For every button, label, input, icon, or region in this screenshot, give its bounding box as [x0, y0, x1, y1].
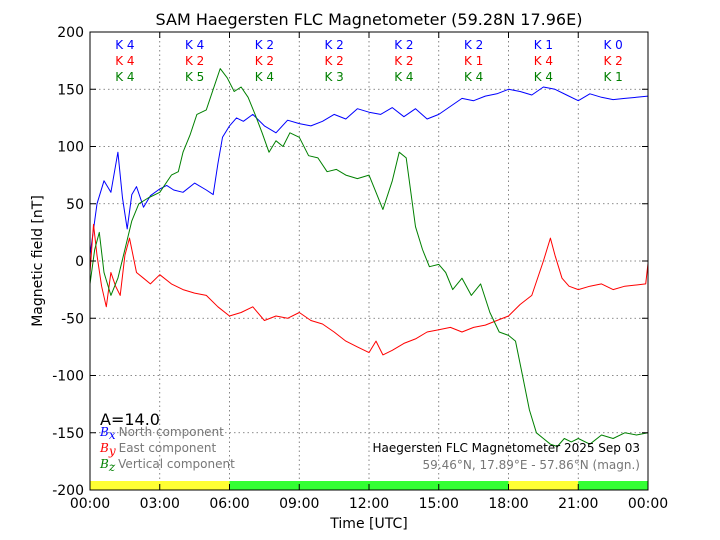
legend-entry: Bz Vertical component: [99, 457, 235, 474]
k-index-value: K 2: [255, 54, 274, 68]
k-index-value: K 2: [324, 38, 343, 52]
x-tick-label: 00:00: [70, 496, 110, 512]
station-annotation: Haegersten FLC Magnetometer 2025 Sep 03: [372, 441, 640, 455]
legend-subscript: y: [108, 444, 116, 458]
day-night-segment: [578, 481, 648, 490]
coordinates-annotation: 59.46°N, 17.89°E - 57.86°N (magn.): [423, 458, 640, 472]
legend-label: North component: [119, 425, 225, 439]
k-index-value: K 4: [534, 54, 553, 68]
k-index-value: K 2: [394, 54, 413, 68]
legend-subscript: x: [109, 428, 116, 442]
k-index-value: K 2: [324, 54, 343, 68]
y-tick-label: 100: [57, 140, 84, 156]
y-tick-label: -150: [52, 426, 84, 442]
x-tick-label: 18:00: [488, 496, 528, 512]
k-index-value: K 0: [603, 38, 622, 52]
legend-label: Vertical component: [118, 457, 235, 471]
k-index-value: K 1: [534, 38, 553, 52]
k-index-value: K 2: [603, 54, 622, 68]
y-tick-label: 150: [57, 82, 84, 98]
k-index-value: K 4: [185, 38, 204, 52]
x-tick-label: 06:00: [209, 496, 249, 512]
legend-symbol: B: [99, 425, 109, 439]
x-axis-title: Time [UTC]: [329, 516, 407, 532]
y-tick-label: 200: [57, 25, 84, 41]
chart-title: SAM Haegersten FLC Magnetometer (59.28N …: [156, 10, 583, 29]
k-index-value: K 4: [115, 70, 134, 84]
series-line-y: [89, 223, 649, 356]
k-index-value: K 4: [464, 70, 483, 84]
k-index-value: K 4: [394, 70, 413, 84]
k-index-table: K 4 K 4 K 2 K 2 K 2 K 2 K 1 K 0 K 4 K 2 K 2 K 2 K 2 K…: [115, 38, 623, 84]
x-tick-label: 00:00: [628, 496, 668, 512]
x-tick-label: 21:00: [558, 496, 598, 512]
k-index-value: K 4: [115, 54, 134, 68]
y-axis-title: Magnetic field [nT]: [30, 195, 46, 327]
k-index-value: K 5: [185, 70, 204, 84]
legend-symbol: B: [99, 457, 109, 471]
y-tick-label: -200: [52, 483, 84, 499]
y-tick-label: 50: [66, 197, 84, 213]
series-line-x: [89, 86, 649, 256]
legend-entry: Bx North component: [99, 425, 224, 442]
y-tick-label: -50: [61, 311, 84, 327]
legend-symbol: B: [99, 441, 109, 455]
k-index-value: K 2: [255, 38, 274, 52]
k-index-value: K 2: [394, 38, 413, 52]
gridlines: [90, 32, 648, 490]
x-tick-label: 09:00: [279, 496, 319, 512]
k-index-value: K 1: [603, 70, 622, 84]
k-index-value: K 1: [464, 54, 483, 68]
series-line-z: [89, 68, 649, 447]
legend-entry: By East component: [99, 441, 216, 458]
day-night-segment: [508, 481, 579, 490]
legend-subscript: z: [108, 460, 116, 474]
k-index-value: K 3: [324, 70, 343, 84]
y-tick-label: 0: [75, 254, 84, 270]
k-index-value: K 2: [185, 54, 204, 68]
k-index-value: K 4: [115, 38, 134, 52]
series-lines: [89, 68, 649, 447]
k-index-value: K 4: [255, 70, 274, 84]
k-index-value: K 2: [464, 38, 483, 52]
axis-ticks: 00:00 03:00 06:00 09:00 12:00 15:00 18:00 21:00…: [52, 25, 668, 512]
a-index-label: A=14.0: [100, 410, 160, 429]
x-tick-label: 15:00: [419, 496, 459, 512]
y-tick-label: -100: [52, 369, 84, 385]
legend-label: East component: [119, 441, 217, 455]
x-tick-label: 12:00: [349, 496, 389, 512]
k-index-value: K 4: [534, 70, 553, 84]
x-tick-label: 03:00: [140, 496, 180, 512]
